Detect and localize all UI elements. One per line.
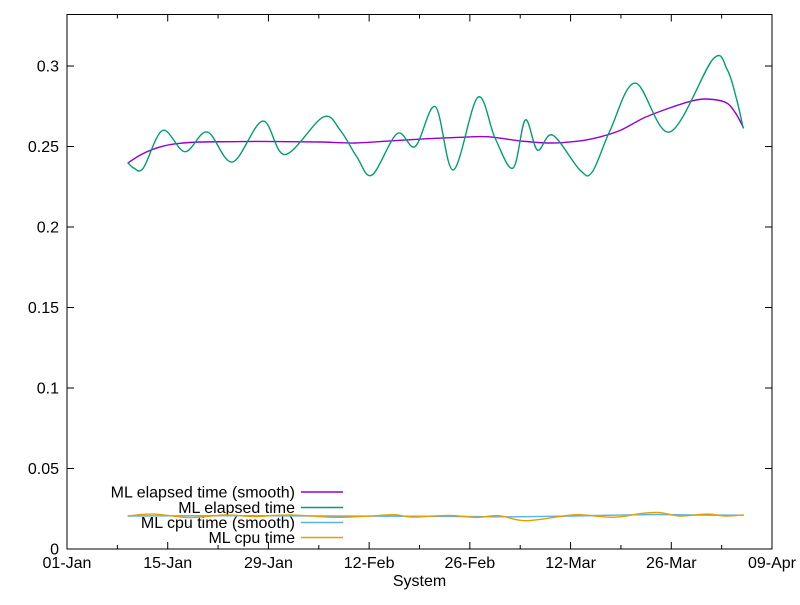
legend-entry-ml-cpu-time-smooth: ML cpu time (smooth) — [141, 515, 343, 532]
x-tick-label: 01-Jan — [43, 555, 92, 572]
series-line-ml-cpu-time — [127, 511, 744, 522]
y-tick-label: 0.2 — [37, 220, 59, 237]
x-tick-label: 12-Mar — [545, 555, 596, 572]
x-tick-label: 29-Jan — [244, 555, 293, 572]
x-tick-label: 12-Feb — [344, 555, 395, 572]
x-tick-label: 15-Jan — [143, 555, 192, 572]
x-tick-label: 26-Mar — [646, 555, 697, 572]
x-tick-label: 09-Apr — [748, 555, 797, 572]
legend-entry-ml-cpu-time: ML cpu time — [208, 530, 343, 547]
x-axis-title: System — [393, 573, 446, 590]
legend-entry-ml-elapsed-time-smooth: ML elapsed time (smooth) — [111, 485, 343, 502]
y-tick-label: 0.1 — [37, 381, 59, 398]
y-tick-label: 0 — [50, 542, 59, 559]
y-tick-label: 0.15 — [28, 300, 59, 317]
legend-label: ML elapsed time (smooth) — [111, 485, 295, 502]
legend-label: ML cpu time (smooth) — [141, 515, 295, 532]
series-line-ml-elapsed-time-smooth — [127, 98, 744, 164]
y-tick-label: 0.3 — [37, 59, 59, 76]
y-tick-label: 0.05 — [28, 461, 59, 478]
y-tick-label: 0.25 — [28, 139, 59, 156]
legend-label: ML elapsed time — [178, 500, 295, 517]
legend-entry-ml-elapsed-time: ML elapsed time — [178, 500, 343, 517]
plot-border — [66, 14, 773, 550]
series-line-ml-elapsed-time — [127, 54, 744, 177]
legend: ML elapsed time (smooth)ML elapsed timeM… — [111, 485, 343, 547]
legend-label: ML cpu time — [208, 530, 295, 547]
x-tick-label: 26-Feb — [445, 555, 496, 572]
